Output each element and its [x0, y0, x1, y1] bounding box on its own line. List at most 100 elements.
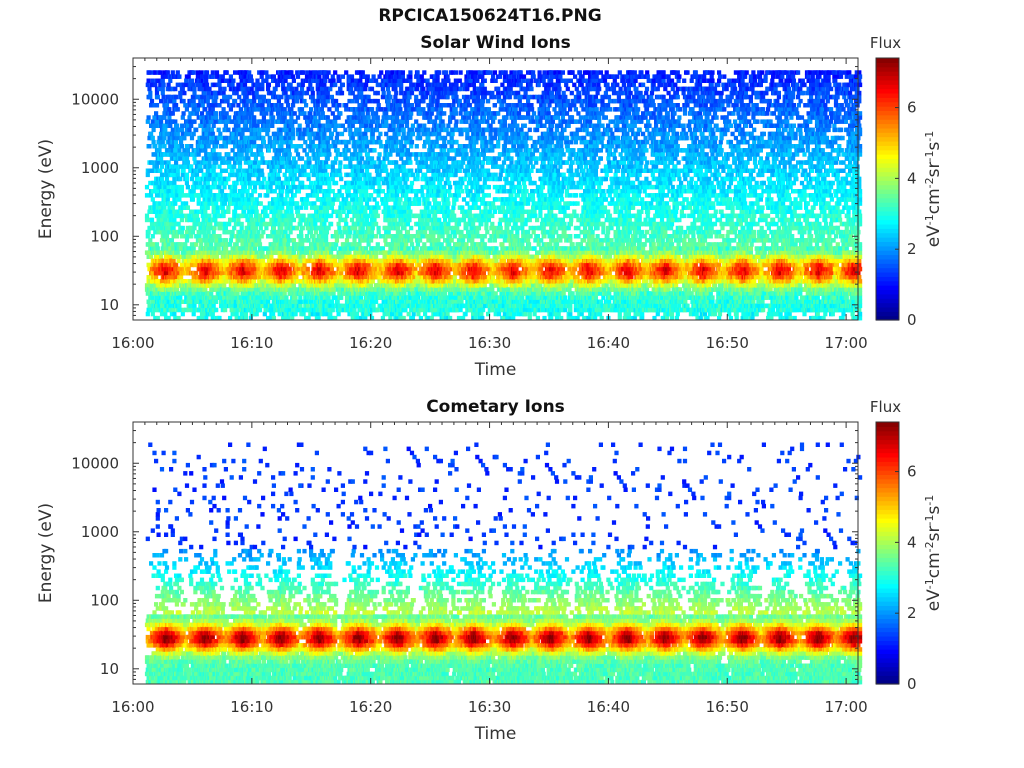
heatmap-cell [338, 160, 343, 165]
heatmap-cell [181, 307, 186, 313]
heatmap-cell [199, 209, 204, 214]
heatmap-cell [236, 217, 241, 223]
heatmap-cell [202, 90, 207, 96]
heatmap-cell [288, 221, 293, 227]
heatmap-cell [327, 152, 332, 157]
heatmap-cell [179, 144, 184, 149]
heatmap-cell [149, 283, 155, 288]
heatmap-cell [285, 98, 290, 104]
heatmap-cell [164, 74, 169, 79]
heatmap-cell [204, 303, 210, 309]
heatmap-cell [289, 258, 294, 264]
heatmap-cell [199, 250, 204, 255]
heatmap-cell [205, 184, 210, 190]
heatmap-cell [272, 135, 277, 141]
heatmap-cell [205, 168, 210, 173]
heatmap-cell [193, 283, 198, 288]
heatmap-cell [146, 78, 151, 83]
heatmap-cell [180, 213, 185, 219]
heatmap-cell [300, 82, 305, 88]
heatmap-cell [171, 131, 176, 137]
heatmap-cell [155, 246, 160, 251]
heatmap-cell [295, 201, 300, 206]
heatmap-cell [266, 299, 271, 304]
heatmap-cell [248, 135, 253, 141]
heatmap-cell [180, 201, 185, 206]
heatmap-cell [169, 311, 174, 317]
heatmap-cell [144, 250, 150, 255]
heatmap-cell [189, 123, 194, 128]
heatmap-cell [159, 209, 164, 214]
heatmap-cell [165, 221, 170, 227]
heatmap-cell [152, 115, 157, 120]
heatmap-cell [204, 201, 209, 206]
heatmap-cell [172, 135, 177, 141]
heatmap-cell [265, 193, 270, 198]
heatmap-cell [158, 270, 163, 276]
heatmap-cell [269, 180, 274, 186]
heatmap-cell [255, 123, 260, 128]
heatmap-cell [335, 197, 340, 202]
heatmap-cell [334, 156, 339, 161]
heatmap-cell [156, 254, 161, 259]
heatmap-cell [149, 242, 155, 247]
heatmap-cell [202, 115, 207, 120]
heatmap-cell [234, 311, 239, 317]
heatmap-cell [218, 238, 223, 243]
heatmap-cell [333, 127, 338, 133]
heatmap-cell [218, 250, 223, 255]
heatmap-cell [195, 82, 200, 88]
heatmap-cell [172, 176, 177, 182]
heatmap-cell [261, 94, 266, 100]
heatmap-cell [157, 303, 162, 309]
heatmap-cell [293, 184, 298, 190]
heatmap-cell [299, 229, 304, 235]
heatmap-cell [327, 107, 332, 112]
heatmap-cell [160, 86, 165, 92]
heatmap-cell [211, 205, 216, 210]
heatmap-cell [171, 258, 176, 264]
heatmap-cell [244, 103, 249, 108]
heatmap-cell [193, 168, 198, 173]
heatmap-cell [213, 217, 218, 223]
heatmap-cell [262, 176, 267, 182]
heatmap-cell [180, 115, 185, 120]
heatmap-cell [252, 184, 258, 190]
heatmap-cell [174, 103, 179, 108]
heatmap-cell [158, 168, 163, 173]
heatmap-cell [168, 246, 173, 251]
heatmap-cell [163, 193, 168, 198]
heatmap-cell [203, 172, 208, 178]
heatmap-cell [336, 115, 341, 120]
heatmap-cell [169, 238, 174, 243]
heatmap-cell [329, 213, 334, 219]
heatmap-cell [212, 164, 217, 169]
heatmap-cell [276, 172, 281, 178]
heatmap-cell [265, 131, 270, 137]
heatmap-cell [226, 156, 231, 161]
heatmap-cell [291, 74, 296, 79]
heatmap-cell [324, 209, 329, 214]
heatmap-cell [189, 152, 195, 157]
heatmap-cell [185, 270, 190, 276]
heatmap-cell [215, 209, 220, 214]
heatmap-cell [211, 299, 216, 304]
heatmap-cell [169, 283, 174, 288]
heatmap-cell [333, 160, 338, 165]
heatmap-cell [167, 115, 172, 120]
heatmap-cell [184, 229, 189, 235]
heatmap-cell [266, 127, 271, 133]
heatmap-cell [153, 201, 158, 206]
heatmap-cell [211, 152, 216, 157]
heatmap-cell [185, 148, 190, 153]
heatmap-cell [184, 172, 190, 178]
heatmap-cell [196, 201, 201, 206]
heatmap-cell [215, 270, 220, 276]
heatmap-cell [237, 94, 242, 100]
heatmap-cell [182, 148, 187, 153]
heatmap-cell [230, 168, 235, 173]
heatmap-cell [149, 209, 155, 214]
heatmap-cell [179, 217, 184, 223]
heatmap-cell [308, 82, 313, 88]
heatmap-cell [331, 291, 336, 296]
